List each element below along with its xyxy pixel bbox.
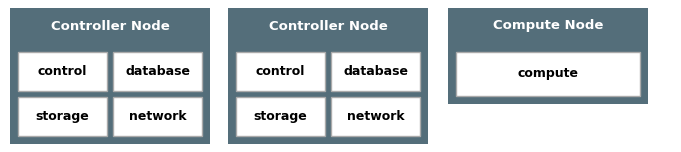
- FancyBboxPatch shape: [331, 52, 420, 91]
- Text: database: database: [343, 65, 408, 78]
- Text: database: database: [125, 65, 190, 78]
- Text: Controller Node: Controller Node: [268, 19, 387, 33]
- Text: network: network: [347, 110, 405, 123]
- FancyBboxPatch shape: [448, 8, 648, 104]
- Text: Controller Node: Controller Node: [50, 19, 170, 33]
- FancyBboxPatch shape: [18, 97, 107, 136]
- FancyBboxPatch shape: [113, 97, 202, 136]
- Text: storage: storage: [35, 110, 89, 123]
- FancyBboxPatch shape: [10, 8, 210, 144]
- Text: storage: storage: [253, 110, 307, 123]
- FancyBboxPatch shape: [228, 8, 428, 144]
- Text: control: control: [256, 65, 305, 78]
- FancyBboxPatch shape: [331, 97, 420, 136]
- FancyBboxPatch shape: [236, 97, 325, 136]
- FancyBboxPatch shape: [18, 52, 107, 91]
- Text: network: network: [129, 110, 187, 123]
- FancyBboxPatch shape: [113, 52, 202, 91]
- Text: Compute Node: Compute Node: [493, 19, 603, 33]
- FancyBboxPatch shape: [236, 52, 325, 91]
- FancyBboxPatch shape: [456, 52, 640, 96]
- Text: control: control: [38, 65, 87, 78]
- Text: compute: compute: [518, 67, 578, 81]
